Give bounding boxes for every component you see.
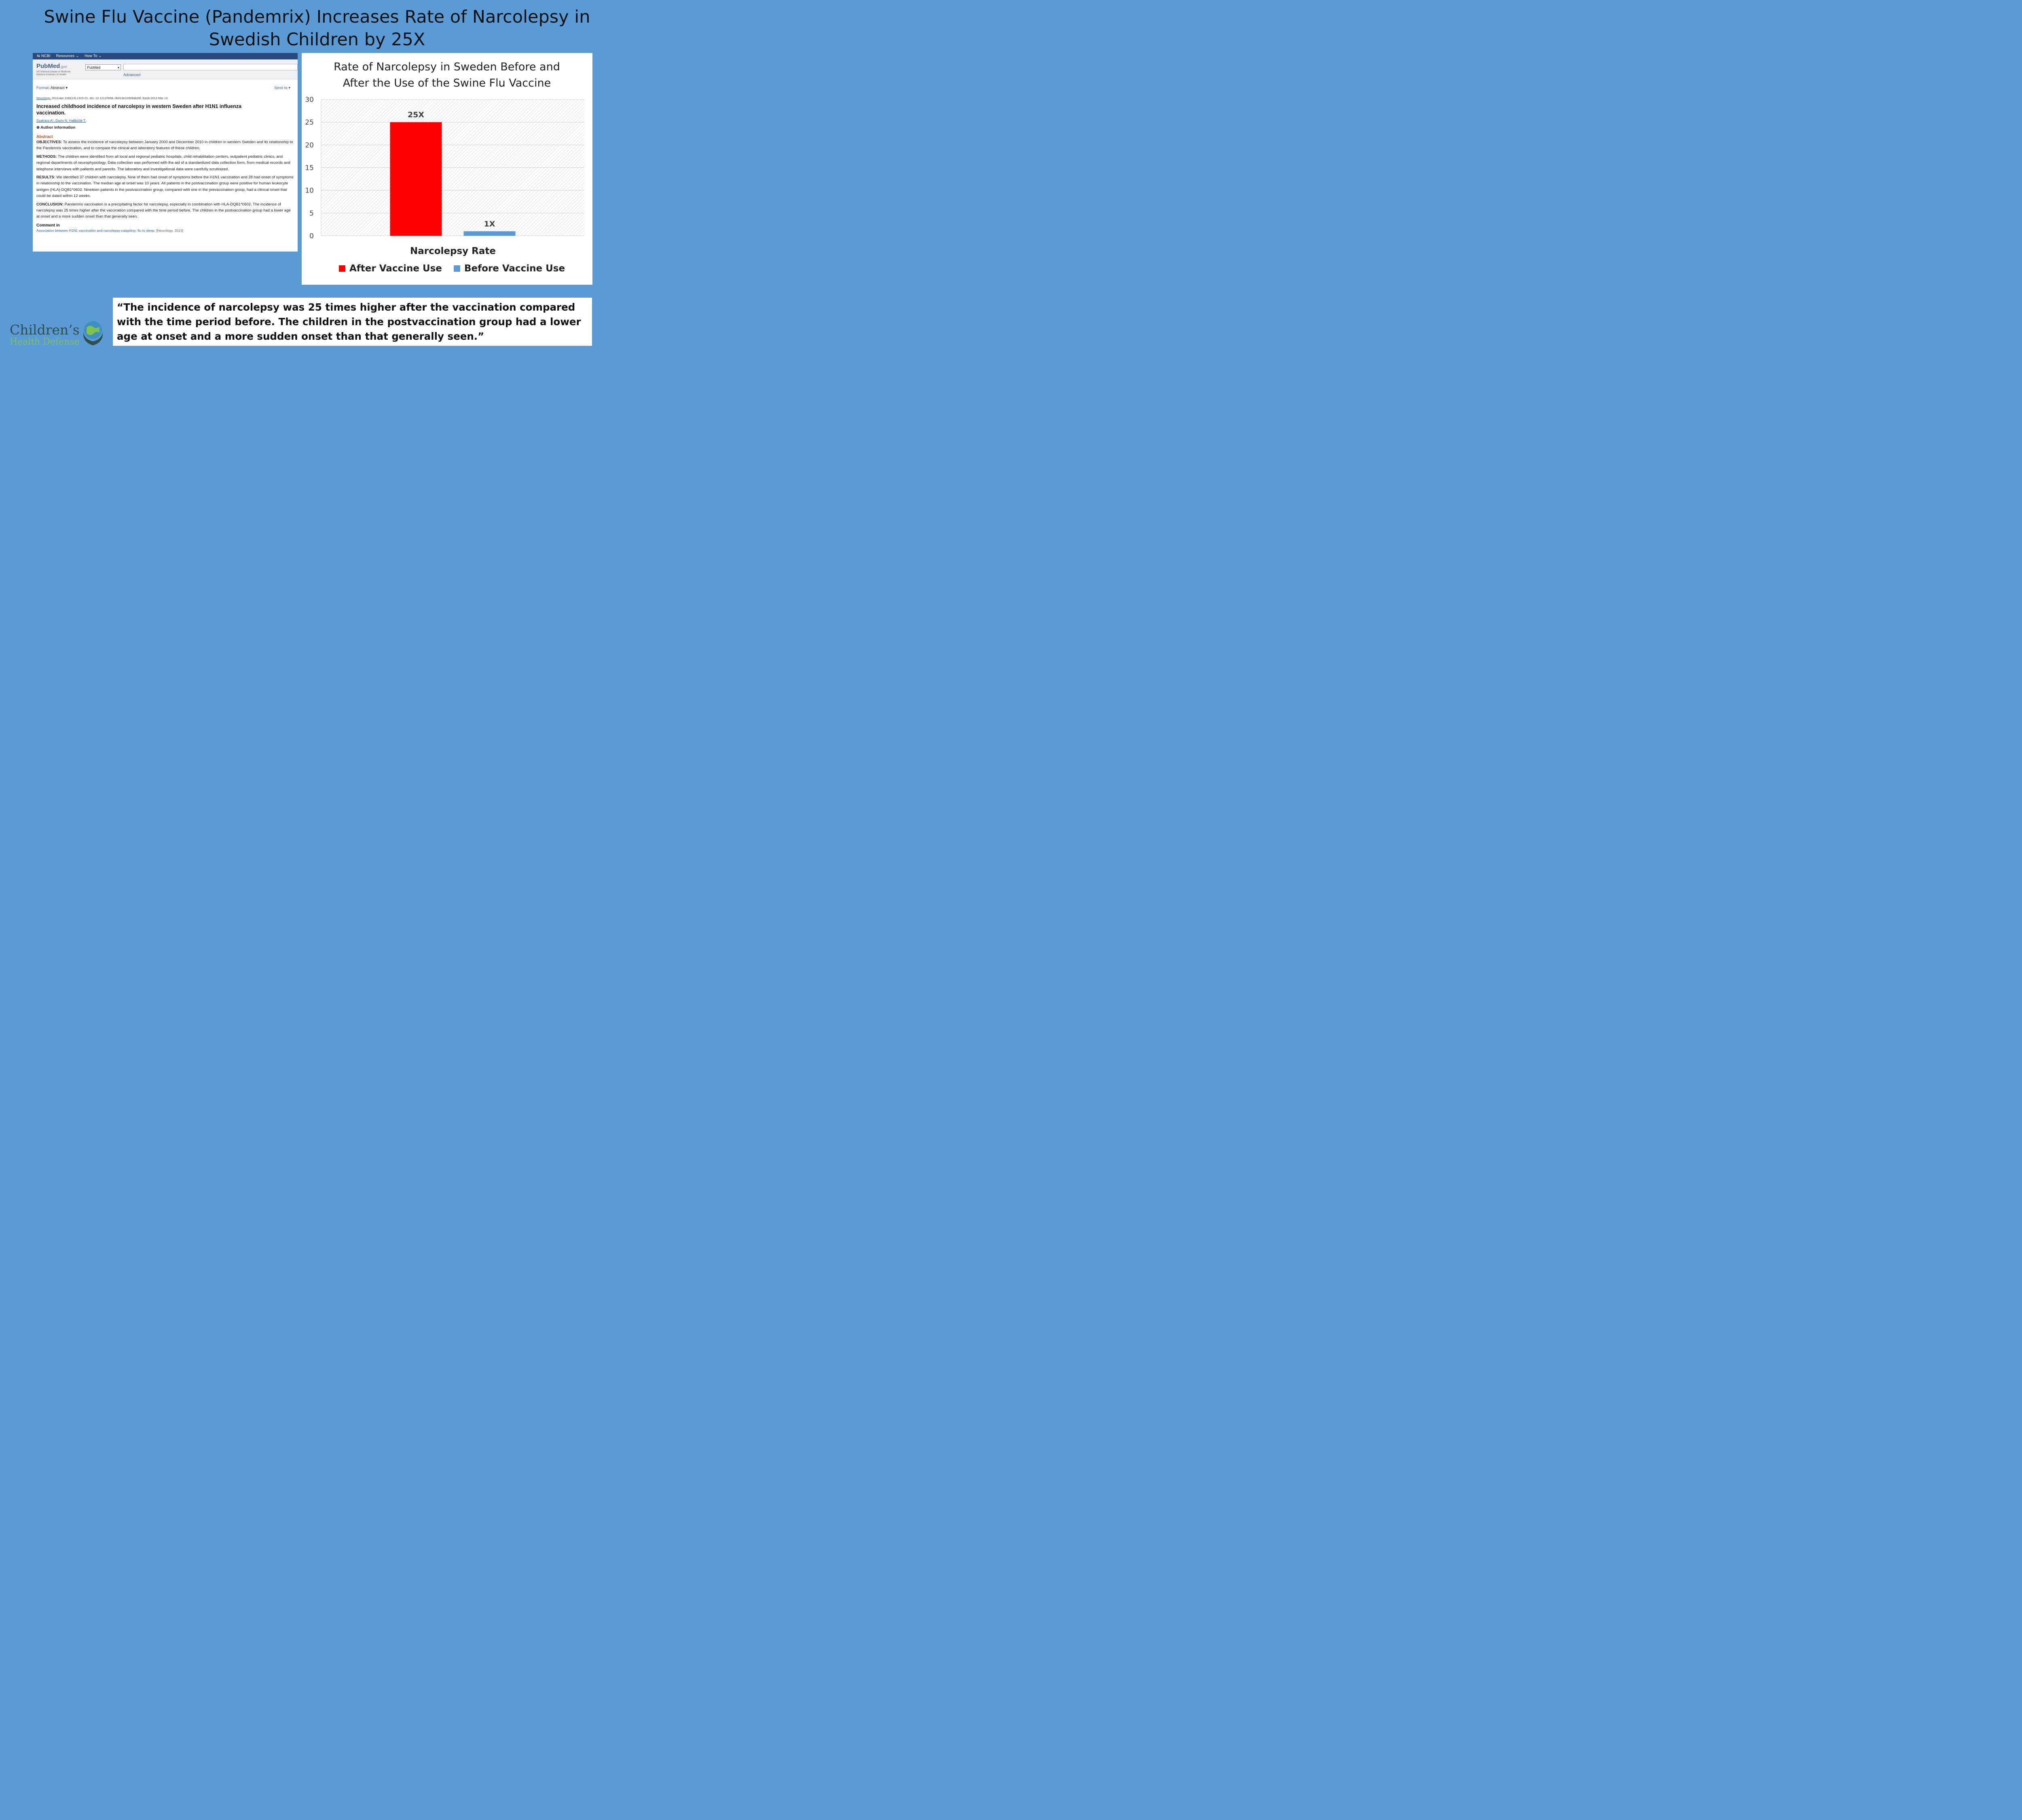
comment-in-heading: Comment in [36, 223, 60, 228]
advanced-search-link[interactable]: Advanced [123, 73, 141, 77]
abstract-conclusion: CONCLUSION: Pandemrix vaccination is a p… [36, 201, 294, 220]
send-to-button[interactable]: Send to ▾ [274, 86, 290, 90]
nlm-line: US National Library of Medicine [36, 71, 71, 73]
format-value: Abstract [50, 86, 65, 90]
comment-source: [Neurology. 2013] [155, 228, 183, 233]
logo-line2: Health Defense [10, 337, 80, 347]
bar-0 [390, 122, 442, 236]
abstract-results: RESULTS: We identified 37 children with … [36, 174, 294, 199]
nlm-subtitle: US National Library of Medicine National… [36, 71, 81, 76]
pubmed-screenshot: ⇆ NCBI Resources ⌄ How To ⌄ PubMed.gov US N… [33, 53, 298, 252]
x-axis-category-label: Narcolepsy Rate [410, 246, 496, 256]
ncbi-label: NCBI [41, 54, 51, 58]
y-tick-label: 30 [305, 96, 314, 104]
objectives-text: To assess the incidence of narcolepsy be… [36, 140, 293, 151]
objectives-label: OBJECTIVES: [36, 140, 62, 144]
chevron-down-icon: ⌄ [76, 54, 79, 58]
legend-swatch [454, 265, 460, 272]
search-input[interactable] [123, 64, 298, 70]
pubmed-logo-suffix: .gov [60, 65, 67, 69]
y-tick-label: 15 [305, 164, 314, 172]
ncbi-icon: ⇆ [37, 54, 40, 58]
nih-line: National Institutes of Health [36, 74, 66, 76]
chart-title-line1: Rate of Narcolepsy in Sweden Before and [334, 61, 560, 73]
conclusion-text: Pandemrix vaccination is a precipitating… [36, 202, 291, 219]
author-info-label: Author information [40, 125, 76, 130]
chart-title-line2: After the Use of the Swine Flu Vaccine [343, 77, 551, 89]
legend-label: After Vaccine Use [349, 263, 442, 274]
y-tick-label: 25 [305, 119, 314, 127]
conclusion-label: CONCLUSION: [36, 202, 64, 207]
methods-label: METHODS: [36, 154, 57, 159]
slide-title: Swine Flu Vaccine (Pandemrix) Increases … [0, 6, 634, 51]
send-to-label: Send to [274, 86, 288, 90]
legend-label: Before Vaccine Use [464, 263, 565, 274]
slide-title-line1: Swine Flu Vaccine (Pandemrix) Increases … [44, 7, 590, 27]
y-tick-label: 5 [309, 210, 314, 218]
resources-menu[interactable]: Resources ⌄ [56, 53, 79, 59]
caret-down-icon: ▾ [66, 86, 68, 90]
database-select[interactable]: PubMed ▾ [85, 64, 121, 70]
resources-label: Resources [56, 54, 75, 58]
author-list[interactable]: Szakács A¹, Darin N, Hallböök T. [36, 119, 86, 123]
legend-swatch [339, 265, 345, 272]
database-select-value: PubMed [87, 66, 101, 70]
format-dropdown[interactable]: Abstract ▾ [51, 86, 68, 90]
journal-link[interactable]: Neurology. [36, 96, 51, 100]
y-tick-label: 0 [309, 232, 314, 240]
chevron-down-icon: ▾ [117, 66, 119, 70]
ncbi-logo[interactable]: ⇆ NCBI [37, 53, 51, 59]
data-label: 1X [484, 220, 495, 229]
methods-text: The children were identified from all lo… [36, 154, 290, 171]
comment-link[interactable]: Association between H1N1 vaccination and… [36, 229, 294, 233]
results-label: RESULTS: [36, 175, 55, 180]
caret-down-icon: ▾ [288, 86, 290, 90]
format-row: Format: Abstract ▾ Send to ▾ [36, 86, 294, 91]
format-label: Format: [36, 86, 50, 90]
logo-line1: Children’s [10, 322, 80, 338]
globe-hands-icon [83, 321, 103, 345]
plus-icon: ⊕ [36, 125, 40, 130]
childrens-health-defense-logo: Children’s Health Defense [10, 318, 107, 350]
abstract-methods: METHODS: The children were identified fr… [36, 154, 294, 172]
howto-label: How To [85, 54, 97, 58]
abstract-objectives: OBJECTIVES: To assess the incidence of n… [36, 139, 294, 152]
bar-1 [463, 231, 516, 236]
pubmed-body: Format: Abstract ▾ Send to ▾ Neurology. … [33, 86, 298, 233]
citation-details: 2013 Apr 2;80(14):1315-21. doi: 10.1212/… [51, 96, 169, 100]
slide-title-line2: Swedish Children by 25X [209, 30, 425, 50]
data-label: 25X [408, 110, 424, 119]
citation: Neurology. 2013 Apr 2;80(14):1315-21. do… [36, 96, 294, 100]
comment-link-text[interactable]: Association between H1N1 vaccination and… [36, 228, 155, 233]
pubmed-header: PubMed.gov US National Library of Medici… [33, 59, 298, 79]
chevron-down-icon: ⌄ [98, 54, 102, 58]
howto-menu[interactable]: How To ⌄ [85, 53, 102, 59]
chart-panel: Rate of Narcolepsy in Sweden Before and … [302, 53, 592, 285]
abstract-heading: Abstract [36, 135, 53, 139]
y-tick-label: 20 [305, 141, 314, 149]
bar-chart: Rate of Narcolepsy in Sweden Before and … [305, 61, 584, 274]
results-text: We identified 37 children with narcoleps… [36, 175, 294, 199]
ncbi-nav-bar: ⇆ NCBI Resources ⌄ How To ⌄ [33, 53, 298, 59]
pubmed-logo-text: PubMed [36, 63, 60, 70]
author-information-toggle[interactable]: ⊕ Author information [36, 125, 294, 130]
article-title: Increased childhood incidence of narcole… [36, 104, 242, 116]
y-tick-label: 10 [305, 187, 314, 195]
quote-box: “The incidence of narcolepsy was 25 time… [113, 298, 592, 346]
pubmed-logo[interactable]: PubMed.gov [36, 63, 67, 70]
